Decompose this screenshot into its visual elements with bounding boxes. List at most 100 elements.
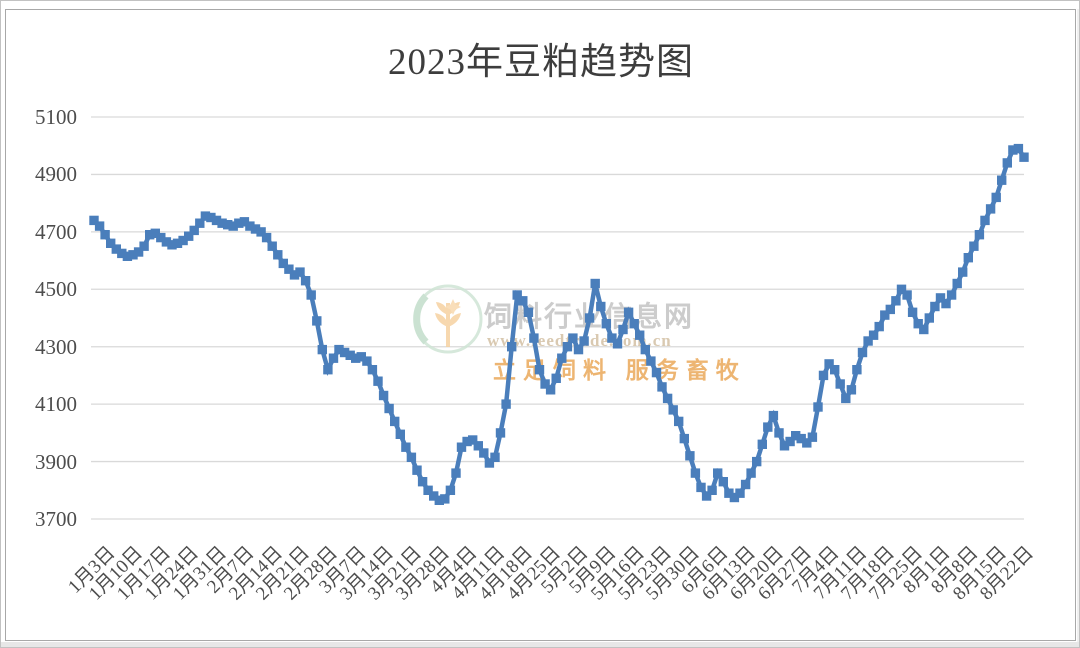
- data-marker: [568, 333, 578, 343]
- y-axis-label: 4300: [35, 334, 77, 359]
- data-marker: [94, 221, 105, 231]
- data-marker: [930, 301, 940, 312]
- data-marker: [963, 253, 973, 263]
- data-marker: [891, 296, 901, 306]
- data-marker: [245, 221, 255, 231]
- data-marker: [495, 428, 506, 438]
- data-marker: [106, 238, 116, 248]
- data-marker: [523, 307, 534, 317]
- data-marker: [885, 304, 895, 315]
- data-marker: [401, 442, 411, 452]
- data-marker: [300, 276, 311, 286]
- screenshot-right-edge: [1077, 9, 1079, 642]
- y-axis-label: 4900: [35, 162, 77, 187]
- data-marker: [111, 244, 121, 254]
- data-marker: [902, 290, 912, 300]
- data-marker: [863, 336, 873, 346]
- data-marker: [161, 237, 172, 247]
- data-marker: [518, 296, 528, 306]
- data-marker: [273, 250, 283, 260]
- data-marker: [868, 330, 879, 340]
- data-marker: [612, 339, 623, 349]
- data-marker: [997, 175, 1007, 185]
- data-marker: [139, 241, 149, 251]
- data-marker: [880, 310, 890, 320]
- data-marker: [284, 264, 294, 274]
- data-marker: [534, 365, 545, 375]
- data-marker: [919, 324, 929, 335]
- data-marker: [507, 342, 517, 352]
- data-marker: [440, 494, 450, 504]
- data-marker: [312, 316, 322, 326]
- data-marker: [178, 235, 188, 246]
- data-marker: [768, 410, 779, 421]
- data-marker: [373, 376, 383, 386]
- data-marker: [145, 230, 155, 240]
- data-marker: [367, 365, 378, 375]
- data-marker: [824, 359, 834, 369]
- data-marker: [334, 344, 344, 355]
- data-marker: [596, 301, 606, 312]
- data-marker: [1008, 145, 1018, 155]
- data-marker: [757, 439, 767, 449]
- data-marker: [490, 452, 500, 462]
- data-marker: [156, 232, 166, 243]
- data-marker: [468, 435, 478, 445]
- y-axis-label: 3900: [35, 449, 77, 474]
- data-marker: [1002, 158, 1012, 168]
- data-marker: [362, 356, 372, 366]
- trend-line: [92, 146, 1026, 503]
- data-marker: [573, 344, 584, 355]
- data-marker: [729, 492, 740, 503]
- data-marker: [952, 278, 962, 289]
- data-marker: [841, 393, 851, 404]
- data-marker: [462, 436, 472, 447]
- data-marker: [830, 365, 840, 375]
- data-marker: [746, 468, 756, 478]
- data-marker: [267, 241, 277, 251]
- data-marker: [835, 379, 845, 389]
- data-marker: [328, 353, 339, 363]
- data-marker: [211, 215, 222, 226]
- chart-frame: [5, 9, 1076, 641]
- data-marker: [323, 365, 333, 375]
- data-marker: [651, 367, 662, 378]
- data-marker: [802, 438, 812, 448]
- data-marker: [713, 468, 723, 478]
- data-marker: [540, 379, 550, 389]
- data-marker: [339, 347, 350, 358]
- data-marker: [813, 402, 823, 412]
- data-marker: [122, 251, 133, 261]
- data-marker: [562, 342, 573, 352]
- data-marker: [234, 218, 244, 228]
- data-marker: [874, 321, 884, 332]
- data-marker: [117, 248, 127, 259]
- data-marker: [913, 319, 923, 329]
- data-marker: [857, 347, 868, 358]
- data-marker: [985, 204, 996, 214]
- data-marker: [167, 240, 177, 250]
- data-marker: [184, 231, 194, 241]
- data-marker: [289, 270, 300, 280]
- y-axis-label: 5100: [35, 105, 77, 129]
- data-marker: [779, 441, 790, 451]
- data-marker: [557, 353, 567, 363]
- data-marker: [256, 227, 266, 237]
- data-marker: [390, 416, 400, 427]
- chart-title: 2023年豆粕趋势图: [388, 42, 694, 83]
- data-marker: [724, 488, 734, 498]
- data-marker: [718, 477, 728, 487]
- data-marker: [250, 224, 261, 234]
- data-marker: [763, 422, 773, 432]
- data-marker: [796, 433, 806, 444]
- data-marker: [735, 488, 745, 498]
- data-marker: [429, 491, 439, 501]
- data-marker: [228, 221, 238, 231]
- data-marker: [306, 290, 316, 300]
- data-marker: [896, 284, 907, 294]
- data-marker: [1013, 143, 1024, 154]
- data-marker: [206, 212, 216, 223]
- data-marker: [629, 319, 639, 329]
- data-marker: [150, 228, 160, 238]
